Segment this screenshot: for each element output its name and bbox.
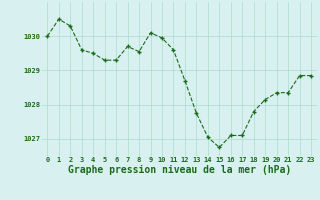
X-axis label: Graphe pression niveau de la mer (hPa): Graphe pression niveau de la mer (hPa) (68, 165, 291, 175)
